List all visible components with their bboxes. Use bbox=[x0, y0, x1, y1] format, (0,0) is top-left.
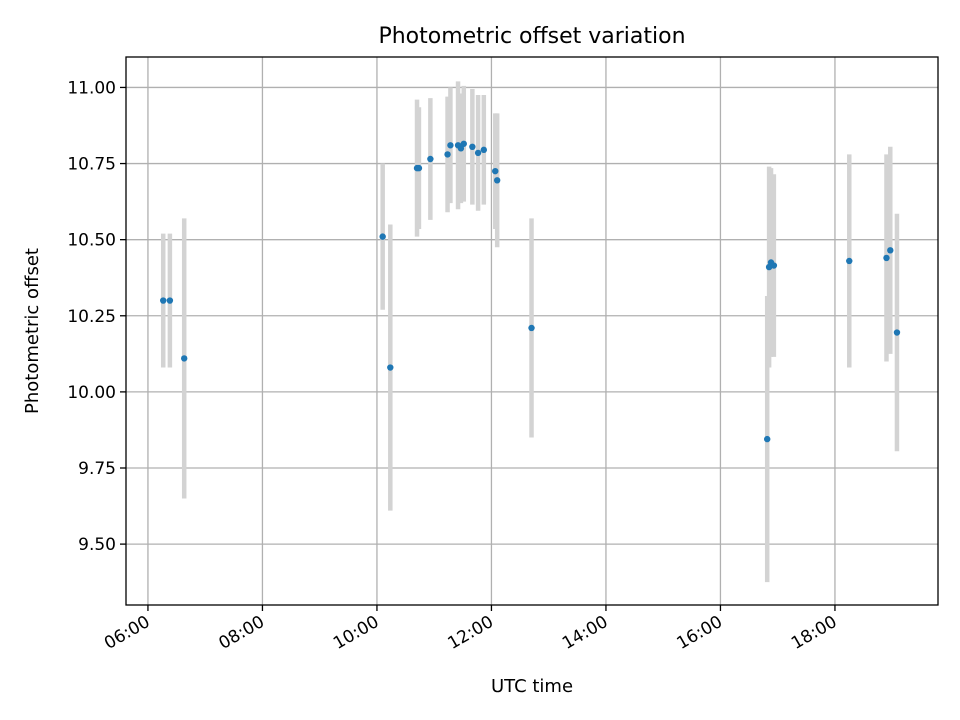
data-point bbox=[764, 435, 771, 443]
y-tick-label: 10.00 bbox=[67, 383, 116, 403]
chart-title: Photometric offset variation bbox=[378, 24, 685, 49]
y-tick-label: 11.00 bbox=[67, 78, 116, 98]
y-tick-label: 10.75 bbox=[67, 155, 116, 175]
data-point bbox=[492, 167, 499, 175]
data-point bbox=[460, 140, 467, 147]
y-tick-label: 10.50 bbox=[67, 231, 116, 251]
data-point bbox=[457, 145, 465, 152]
y-tick-label: 9.75 bbox=[78, 459, 116, 479]
data-point bbox=[181, 355, 188, 362]
data-point bbox=[480, 146, 488, 154]
data-point bbox=[379, 233, 386, 240]
data-point bbox=[846, 257, 853, 265]
data-point bbox=[427, 155, 434, 163]
data-point bbox=[160, 297, 167, 304]
data-point bbox=[887, 247, 894, 254]
data-point bbox=[883, 254, 890, 262]
x-axis-label: UTC time bbox=[491, 676, 573, 697]
data-point bbox=[770, 262, 778, 269]
data-point bbox=[493, 177, 501, 184]
y-tick-label: 9.50 bbox=[78, 535, 116, 555]
data-point bbox=[528, 324, 535, 332]
data-point bbox=[893, 329, 901, 336]
data-point bbox=[447, 142, 454, 149]
y-tick-label: 10.25 bbox=[67, 307, 116, 327]
plot-frame bbox=[125, 56, 939, 606]
data-points bbox=[160, 140, 901, 443]
data-point bbox=[474, 149, 482, 157]
data-point bbox=[415, 164, 423, 172]
data-point bbox=[469, 143, 476, 151]
data-point bbox=[444, 151, 451, 158]
data-point bbox=[166, 297, 174, 304]
y-axis-label: Photometric offset bbox=[22, 248, 43, 414]
data-point bbox=[387, 364, 394, 371]
